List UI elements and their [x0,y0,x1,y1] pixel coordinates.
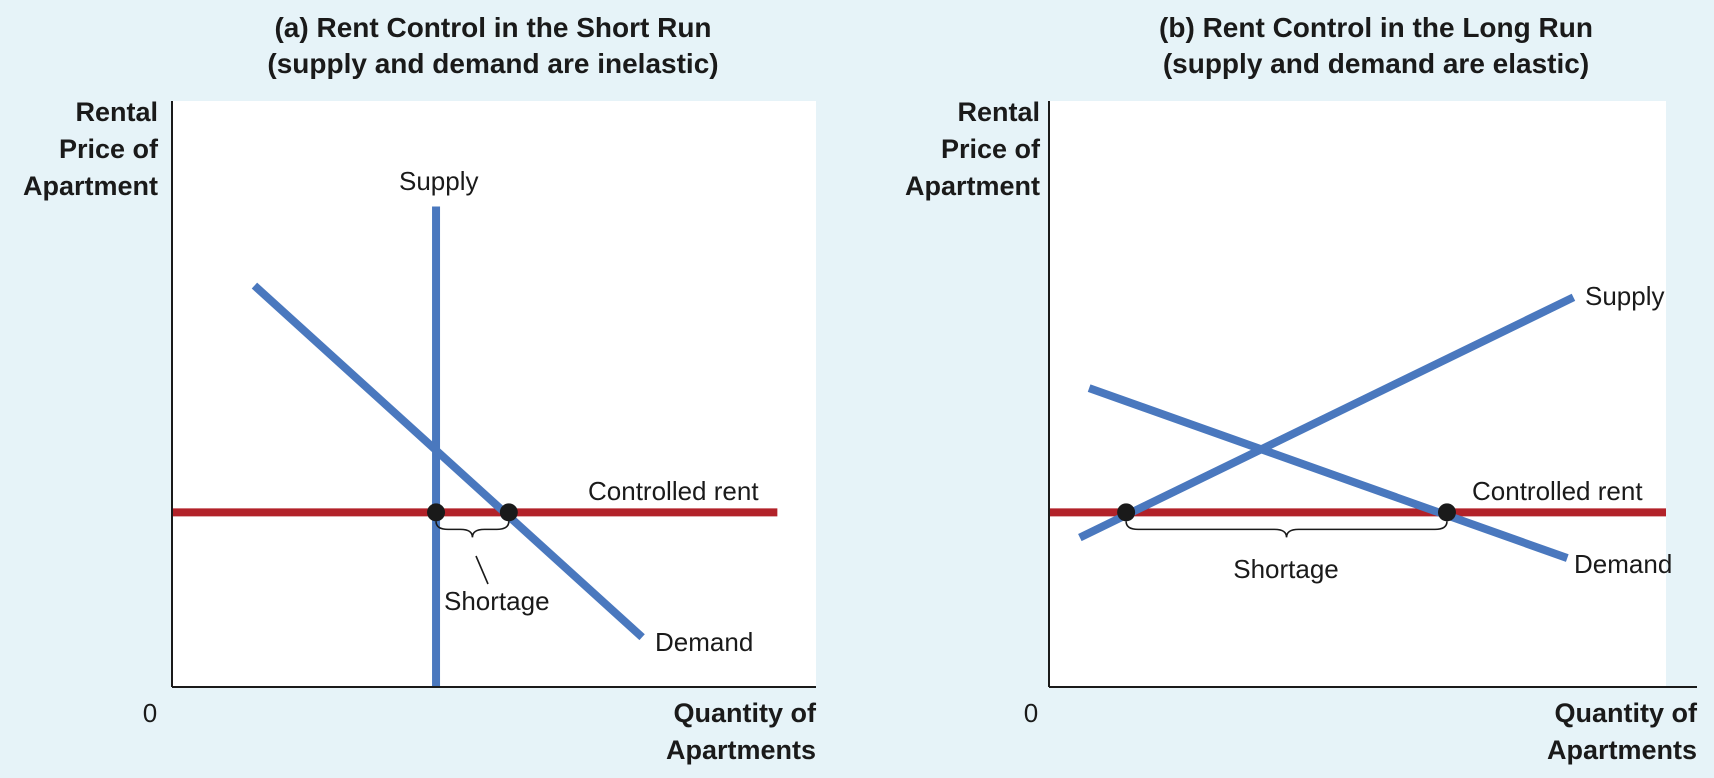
panel-short-run: (a) Rent Control in the Short Run (suppl… [23,12,817,765]
panel-a-origin-label: 0 [143,698,157,728]
panel-b-shortage-label: Shortage [1233,554,1339,584]
panel-b-x-axis-label-line2: Apartments [1547,735,1697,765]
panel-b-title: (b) Rent Control in the Long Run [1159,12,1593,43]
panel-b-subtitle: (supply and demand are elastic) [1163,48,1589,79]
panel-b-supply-curve [1078,293,1576,542]
panel-a-y-axis-label-line1: Rental [75,97,158,127]
panel-a-plot-area [172,101,816,687]
panel-a-supply-point [427,503,446,522]
panel-b-demand-point [1437,503,1456,522]
panel-a-shortage-brace [435,521,510,538]
panel-a-subtitle: (supply and demand are inelastic) [267,48,718,79]
panel-b-origin-label: 0 [1024,698,1038,728]
panel-b-y-axis-label-line3: Apartment [905,171,1040,201]
panel-a-x-axis-label-line1: Quantity of [674,698,817,728]
panel-a-x-axis-label-line2: Apartments [666,735,816,765]
panel-b-supply-point [1117,503,1136,522]
panel-b-y-axis-label-line1: Rental [957,97,1040,127]
panel-a-title: (a) Rent Control in the Short Run [274,12,711,43]
panel-long-run: (b) Rent Control in the Long Run (supply… [905,12,1698,765]
panel-b-demand-curve [1087,384,1569,562]
panel-b-demand-label: Demand [1574,549,1672,579]
panel-a-demand-label: Demand [655,627,753,657]
panel-a-demand-curve [251,282,645,641]
panel-a-demand-point [499,503,518,522]
panel-a-supply-label: Supply [399,166,479,196]
panel-b-y-axis-label-line2: Price of [941,134,1041,164]
panel-a-y-axis-label-line3: Apartment [23,171,158,201]
panel-a-shortage-label: Shortage [444,586,550,616]
panel-b-controlled-rent-label: Controlled rent [1472,476,1643,506]
panel-b-supply-label: Supply [1585,281,1665,311]
panel-a-controlled-rent-label: Controlled rent [588,476,759,506]
panel-b-shortage-brace [1125,521,1448,538]
panel-b-x-axis-label-line1: Quantity of [1555,698,1698,728]
panel-a-shortage-leader [475,555,489,585]
panel-b-plot-area [1049,101,1666,687]
panel-a-y-axis-label-line2: Price of [59,134,159,164]
